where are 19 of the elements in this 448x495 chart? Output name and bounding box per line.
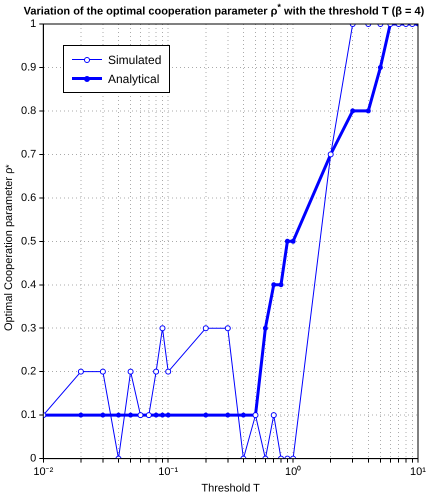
legend-label: Analytical bbox=[108, 72, 160, 86]
y-tick-label: 0.6 bbox=[20, 192, 36, 204]
x-tick-label: 10⁰ bbox=[284, 465, 302, 478]
y-tick-label: 0.9 bbox=[20, 61, 36, 74]
x-axis-title: Threshold T bbox=[201, 482, 260, 494]
legend-label: Simulated bbox=[108, 52, 162, 66]
y-tick-label: 1 bbox=[30, 18, 36, 30]
y-tick-label: 0.8 bbox=[20, 104, 36, 117]
y-tick-label: 0.2 bbox=[20, 366, 36, 378]
y-tick-label: 0 bbox=[30, 452, 36, 465]
y-tick-label: 0.7 bbox=[20, 148, 36, 160]
y-tick-label: 0.1 bbox=[20, 409, 36, 422]
chart-title: Variation of the optimal cooperation parameter ρ$^{*}$ with the threshold T (β = 4) bbox=[22, 2, 426, 18]
x-tick-label: 10⁻² bbox=[33, 466, 54, 478]
y-tick-label: 0.5 bbox=[20, 235, 36, 248]
x-tick-label: 10⁻¹ bbox=[158, 466, 178, 478]
y-tick-label: 0.4 bbox=[20, 278, 36, 291]
x-tick-label: 10¹ bbox=[410, 466, 426, 478]
y-tick-label: 0.3 bbox=[20, 322, 36, 334]
